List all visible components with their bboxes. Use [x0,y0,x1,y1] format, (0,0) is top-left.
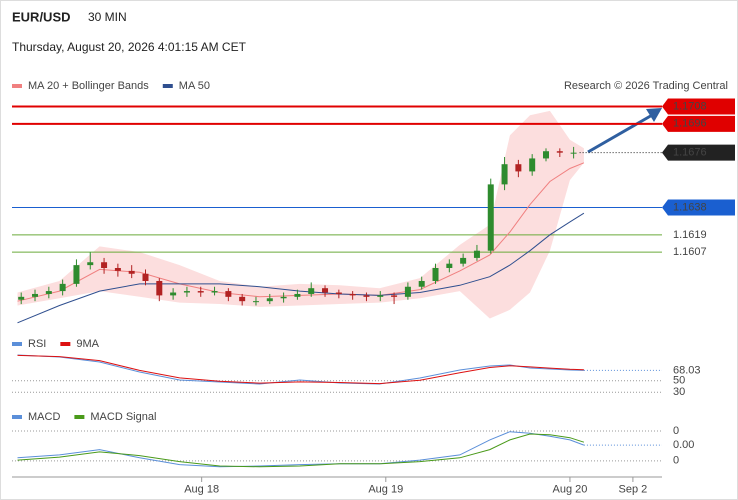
candle-body [404,286,411,297]
candle-body [156,280,163,296]
y-tick-label: 0 [673,455,679,467]
candle-body [101,262,108,269]
candle-body [515,164,522,172]
candle-body [391,295,398,297]
x-tick-label: Sep 2 [619,483,648,495]
interval: 30 MIN [88,10,127,24]
candle-body [322,288,329,293]
candle-body [183,291,190,293]
indicator-line [17,433,585,468]
last-value-label: 0.00 [673,439,694,451]
legend-label: 9MA [76,338,99,350]
level-label: 1.1638 [673,201,707,213]
y-tick-label: 50 [673,375,685,387]
candle-body [294,293,301,297]
indicator-line [17,354,584,385]
candle-body [377,295,384,297]
candle-body [114,268,121,271]
symbol: EUR/USD [12,9,71,24]
level-label: 1.1607 [673,246,707,258]
candle-body [308,288,315,294]
candle-body [280,296,287,299]
bollinger-band [17,110,584,319]
candle-body [239,296,246,302]
candle-body [487,184,494,251]
timestamp: Thursday, August 20, 2026 4:01:15 AM CET [12,40,247,54]
last-value-label: 68.03 [673,364,701,376]
level-label-box [662,98,735,115]
candle-body [252,301,259,303]
candle-body [87,262,94,266]
y-tick-label: 30 [673,386,685,398]
level-label: 1.1708 [673,100,707,112]
candle-body [349,293,356,296]
candle-body [473,250,480,258]
trend-arrow [587,112,655,154]
legend-swatch [12,342,22,346]
level-label: 1.1676 [673,147,707,159]
legend-label: MA 50 [179,80,210,92]
level-label-box [662,144,735,161]
legend-label: MACD [28,411,60,423]
candle-body [460,257,467,264]
level-label: 1.1619 [673,229,707,241]
legend-label: MA 20 + Bollinger Bands [28,80,149,92]
x-tick-label: Aug 19 [368,483,403,495]
candle-body [211,291,218,293]
candle-body [446,263,453,269]
candle-body [418,280,425,287]
candle-body [170,292,177,296]
credit: Research © 2026 Trading Central [564,80,728,92]
arrow-head [646,108,662,122]
candle-body [18,296,25,300]
legend-label: RSI [28,338,46,350]
candle-body [556,151,563,153]
legend-swatch [60,342,71,346]
x-tick-label: Aug 18 [184,483,219,495]
level-label-box [662,199,735,216]
candle-body [432,268,439,281]
candle-body [529,158,536,172]
candle-body [73,265,80,284]
candle-body [363,295,370,297]
candle-body [542,151,549,159]
level-label-box [662,115,735,132]
ma-line [17,212,585,324]
legend-swatch [162,84,173,88]
candle-body [197,291,204,293]
legend-label: MACD Signal [90,411,156,423]
candle-body [570,152,577,154]
legend-swatch [12,415,22,419]
legend-swatch [74,415,85,419]
candle-body [501,164,508,185]
level-label: 1.1696 [673,118,707,130]
candle-body [45,291,52,294]
y-tick-label: 0 [673,425,679,437]
legend-swatch [12,84,22,88]
candle-body [266,298,273,302]
candle-body [32,293,39,297]
candle-body [335,292,342,294]
candle-body [225,291,232,297]
candle-body [59,283,66,292]
x-tick-label: Aug 20 [552,483,587,495]
candle-body [128,270,135,274]
candle-body [142,273,149,281]
